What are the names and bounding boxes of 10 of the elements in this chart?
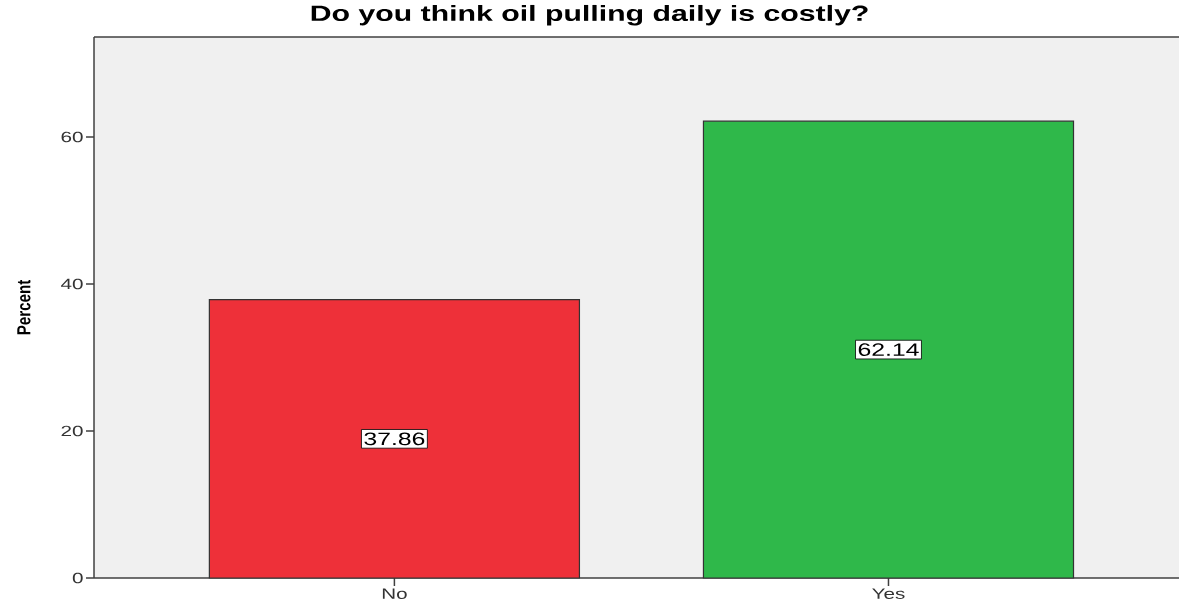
x-tick-label: No (382, 588, 407, 599)
y-axis-title: Percent (17, 279, 31, 335)
x-tick-label: Yes (872, 588, 905, 599)
y-tick-label: 60 (61, 131, 83, 143)
chart-title: Do you think oil pulling daily is costly? (311, 4, 868, 26)
data-label: 62.14 (858, 343, 919, 356)
y-tick-label: 40 (61, 278, 83, 290)
y-tick-label: 0 (72, 572, 83, 584)
y-tick-label: 20 (61, 425, 83, 437)
data-label: 37.86 (364, 432, 425, 446)
